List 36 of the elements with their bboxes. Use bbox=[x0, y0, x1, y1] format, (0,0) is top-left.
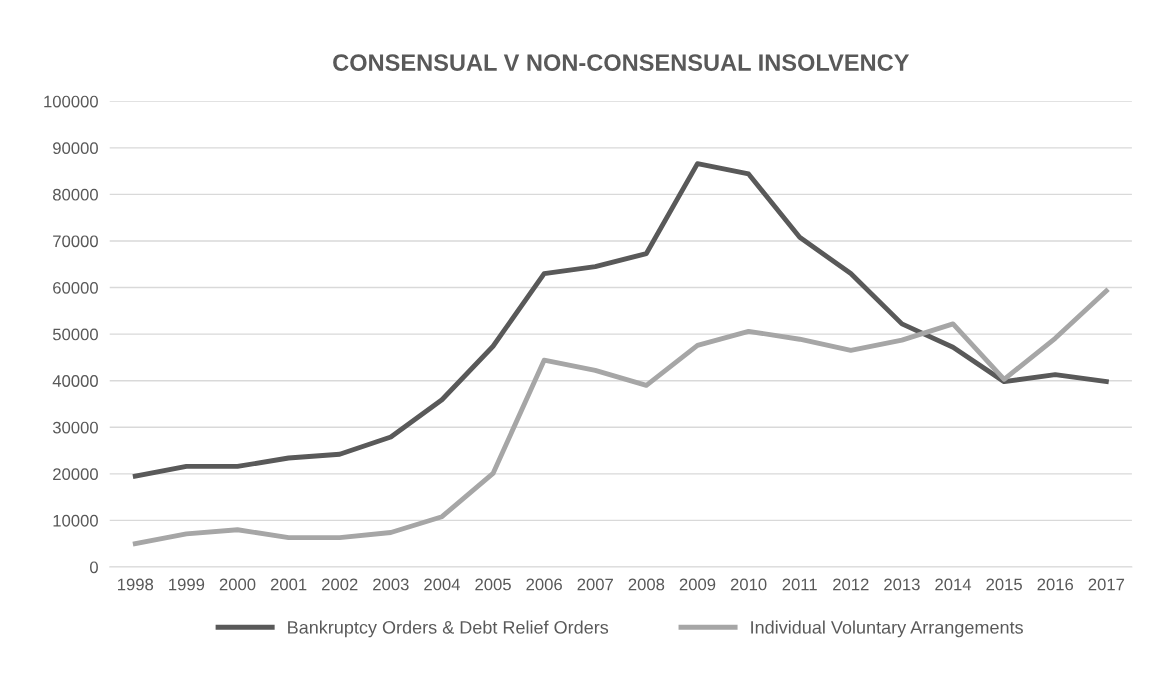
line-series bbox=[132, 161, 1109, 479]
x-tick-label: 2008 bbox=[628, 578, 665, 591]
y-tick-label: 10000 bbox=[53, 514, 98, 527]
x-tick-label: 2011 bbox=[782, 578, 817, 591]
x-tick-label: 2014 bbox=[935, 578, 972, 591]
chart-title: CONSENSUAL V NON-CONSENSUAL INSOLVENCY bbox=[333, 54, 910, 71]
x-tick-label: 2010 bbox=[730, 578, 767, 591]
x-tick-label: 2009 bbox=[679, 578, 716, 591]
y-tick-label: 20000 bbox=[53, 468, 98, 481]
y-tick-label: 100000 bbox=[44, 95, 98, 108]
y-tick-label: 30000 bbox=[52, 421, 98, 434]
x-tick-label: 1998 bbox=[118, 578, 154, 591]
x-tick-label: 2006 bbox=[526, 578, 562, 591]
x-tick-label: 2016 bbox=[1037, 578, 1074, 591]
x-tick-label: 2015 bbox=[986, 578, 1022, 591]
x-tick-label: 2003 bbox=[373, 578, 409, 591]
x-tick-label: 2017 bbox=[1088, 578, 1125, 591]
y-tick-label: 40000 bbox=[52, 375, 98, 387]
line-series bbox=[132, 288, 1109, 547]
x-tick-label: 2012 bbox=[833, 578, 869, 591]
y-tick-label: 50000 bbox=[52, 328, 98, 341]
x-tick-label: 2005 bbox=[475, 578, 511, 591]
legend-label: Bankruptcy Orders & Debt Relief Orders bbox=[288, 620, 609, 638]
x-tick-label: 2007 bbox=[577, 578, 613, 591]
x-tick-label: 2001 bbox=[270, 578, 307, 591]
y-tick-label: 80000 bbox=[53, 188, 98, 201]
x-tick-label: 2002 bbox=[322, 578, 358, 591]
x-tick-label: 1999 bbox=[169, 578, 205, 591]
y-tick-label: 70000 bbox=[53, 235, 98, 248]
y-tick-label: 90000 bbox=[53, 142, 98, 155]
y-tick-label: 60000 bbox=[53, 281, 98, 294]
y-tick-label: 0 bbox=[90, 561, 98, 574]
legend-label: Individual Voluntary Arrangements bbox=[751, 620, 1023, 638]
x-tick-label: 2004 bbox=[424, 578, 460, 591]
x-tick-label: 2000 bbox=[219, 578, 256, 591]
x-tick-label: 2013 bbox=[884, 578, 920, 591]
